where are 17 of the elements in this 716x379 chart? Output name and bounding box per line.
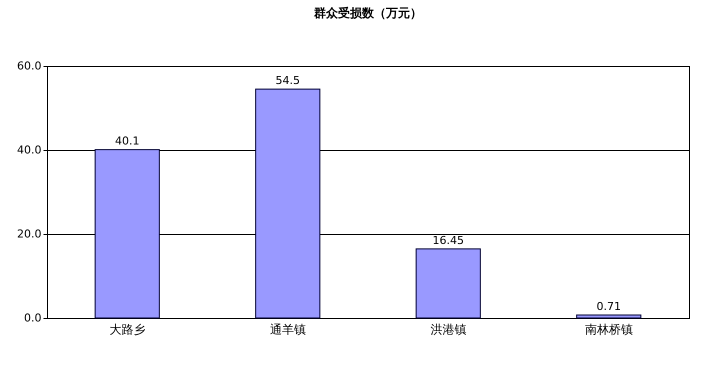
x-tick-label: 南林桥镇 [584,322,633,336]
chart-title: 群众受损数（万元） [313,6,422,20]
x-tick-label: 洪港镇 [430,322,466,336]
bar [416,248,481,318]
y-tick-label: 60.0 [17,60,42,72]
data-label: 0.71 [596,300,621,314]
y-tick-label: 20.0 [17,228,42,240]
data-label: 40.1 [115,134,140,148]
bar [255,88,320,318]
bar [94,149,160,318]
y-tick-label: 0.0 [24,312,42,324]
y-tick-label: 40.0 [17,144,42,156]
bar [576,314,642,318]
x-tick-label: 通羊镇 [270,322,306,336]
x-tick-label: 大路乡 [109,322,146,336]
data-label: 16.45 [432,234,464,247]
data-label: 54.5 [276,74,300,88]
